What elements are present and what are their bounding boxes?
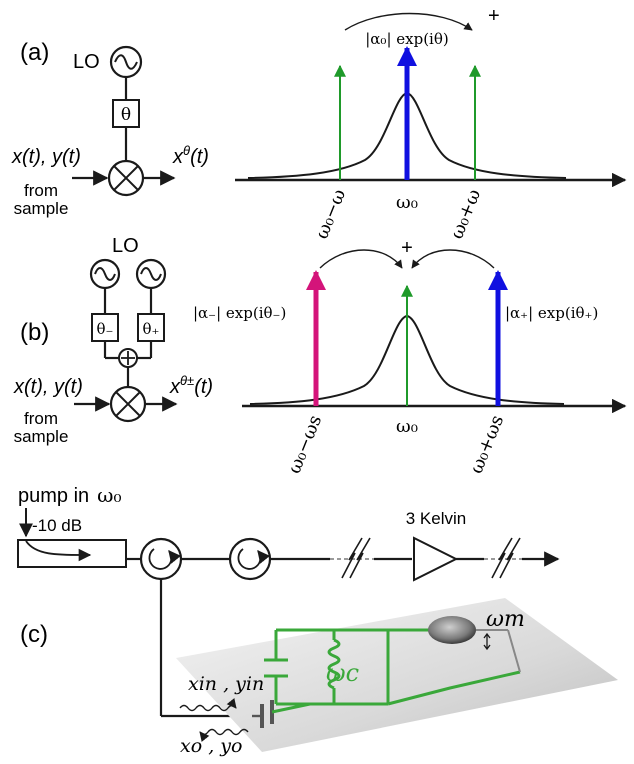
coupling-arc-right [411, 249, 495, 269]
line-break-icon [491, 537, 513, 579]
panel-a-label: (a) [20, 39, 49, 66]
panel-c-label: (c) [20, 621, 48, 648]
upper-pump-label: |α₊| exp(iθ₊) [505, 304, 598, 322]
tick-upper: ω₀+ω [446, 186, 485, 242]
hemt-amplifier-icon [413, 536, 459, 582]
output-signal-label: xθ(t) [172, 143, 209, 168]
circulator-1-icon [139, 537, 183, 581]
source-label-line2-b: sample [14, 427, 69, 446]
source-label-line2: sample [14, 199, 69, 218]
tick-upper-b: ω₀+ωs [466, 412, 508, 476]
lo-label-b: LO [112, 235, 139, 257]
phase-minus-label: θ₋ [97, 320, 114, 338]
chip-substrate [176, 598, 618, 752]
panel-a: (a) LO θ x(t), y(t) xθ(t) from sample + … [11, 5, 627, 242]
mechanical-drum-icon [428, 616, 476, 644]
output-wave-icon [199, 728, 249, 742]
temperature-label: 3 Kelvin [406, 509, 466, 528]
coupling-arc-left [319, 249, 403, 269]
lower-pump-label: |α₋| exp(iθ₋) [193, 304, 286, 322]
line-break-icon [499, 537, 521, 579]
line-break-icon [341, 537, 363, 579]
phase-shifter-label: θ [121, 105, 131, 125]
sine-wave-icon [94, 267, 116, 281]
panel-b: (b) LO θ₋ θ₊ x(t), y(t) xθ±(t) from samp… [13, 235, 627, 477]
tick-center-b: ω₀ [396, 416, 418, 437]
input-signal-label-b: x(t), y(t) [13, 376, 83, 398]
source-label-line1: from [24, 181, 58, 200]
tick-lower-b: ω₀−ωs [284, 412, 326, 476]
cavity-frequency-label: ωc [326, 659, 359, 687]
directional-coupler [17, 539, 127, 568]
input-field-label: xin , yin [188, 673, 264, 695]
lo-label: LO [73, 51, 100, 73]
plus-sign-b: + [401, 237, 413, 259]
phase-plus-label: θ₊ [143, 320, 160, 338]
tick-lower: ω₀−ω [311, 186, 350, 242]
sine-wave-icon [140, 267, 162, 281]
phase-shifter-box [112, 99, 140, 128]
coupling-arc [344, 12, 473, 31]
output-signal-label-b: xθ±(t) [169, 373, 213, 398]
source-label-line1-b: from [24, 409, 58, 428]
panel-b-label: (b) [20, 319, 49, 346]
input-wave-icon [179, 698, 237, 712]
panel-c: (c) pump in ω₀ -10 dB 3 Kelvin [17, 483, 618, 757]
pump-amplitude-label: |α₀| exp(iθ) [365, 30, 449, 48]
pump-label: pump in ω₀ [18, 483, 121, 507]
circulator-2-icon [228, 537, 272, 581]
tick-center: ω₀ [396, 192, 418, 213]
sine-wave-icon [114, 54, 138, 70]
lc-resonator [264, 628, 521, 706]
output-field-label: xo , yo [180, 735, 242, 757]
input-signal-label: x(t), y(t) [11, 146, 81, 168]
mechanical-frequency-label: ωm [486, 607, 525, 632]
line-break-icon [349, 537, 371, 579]
attenuation-label: -10 dB [32, 516, 82, 535]
plus-sign: + [488, 5, 500, 27]
